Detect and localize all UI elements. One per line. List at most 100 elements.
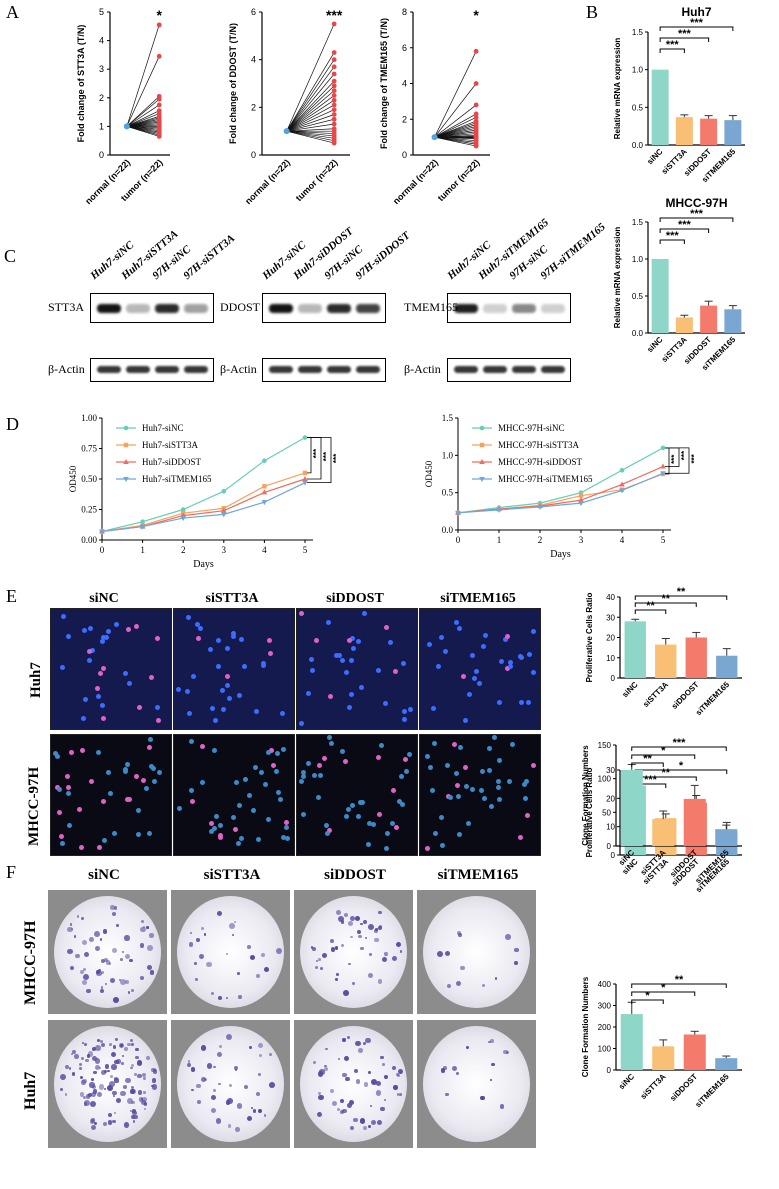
edu-nucleus xyxy=(57,786,63,792)
colony xyxy=(132,1120,136,1123)
colony xyxy=(200,926,204,930)
edu-nucleus xyxy=(343,670,349,676)
colony xyxy=(122,1085,127,1090)
a-pair-line xyxy=(434,113,477,138)
edu-nucleus xyxy=(367,820,373,826)
colony-column-label: siSTT3A xyxy=(203,867,261,883)
colony xyxy=(344,1076,350,1082)
colony xyxy=(218,1082,221,1086)
edu-nucleus xyxy=(432,831,438,837)
western-band xyxy=(184,304,208,313)
a-tumor-point xyxy=(473,102,479,108)
colony xyxy=(96,1038,101,1043)
edu-micrograph xyxy=(173,734,295,856)
colony xyxy=(210,1094,216,1100)
colony xyxy=(109,1075,113,1078)
edu-nucleus xyxy=(265,817,271,823)
colony xyxy=(96,969,101,974)
line-series-Huh7-siNC xyxy=(101,436,306,533)
bar-ylabel: Proliferative Cells Ratio xyxy=(585,767,594,857)
colony xyxy=(338,915,345,922)
colony xyxy=(102,929,108,934)
colony xyxy=(196,1083,201,1089)
colony xyxy=(377,979,383,984)
colony xyxy=(147,945,153,951)
colony xyxy=(268,1081,275,1088)
colony xyxy=(119,979,126,986)
a-pair-line xyxy=(286,114,335,132)
a-ytick-label: 8 xyxy=(402,7,407,17)
line-ytick-label: 0.5 xyxy=(442,488,454,498)
colony xyxy=(131,1100,135,1104)
colony-dish xyxy=(48,890,167,1014)
edu-nucleus xyxy=(66,791,72,797)
colony xyxy=(151,1078,157,1083)
line-point xyxy=(261,500,268,506)
a-pair-line xyxy=(434,83,477,138)
colony xyxy=(101,970,105,974)
edu-nucleus xyxy=(309,657,315,663)
colony xyxy=(331,1100,338,1107)
bar-siTMEM165 xyxy=(724,120,742,145)
western-band xyxy=(483,304,507,313)
line-xtick-label: 2 xyxy=(538,535,543,545)
colony xyxy=(78,1062,82,1066)
edu-nucleus xyxy=(259,770,265,776)
edu-nucleus xyxy=(230,630,236,636)
colony xyxy=(362,1042,366,1046)
colony xyxy=(81,939,87,945)
line-ytick-label: 0.00 xyxy=(81,535,97,545)
colony xyxy=(268,1052,272,1056)
edu-positive-cell xyxy=(504,633,510,639)
colony xyxy=(238,995,243,1000)
colony xyxy=(363,1082,369,1087)
western-actin-band xyxy=(269,366,293,373)
line-sig-label: *** xyxy=(680,450,689,460)
colony xyxy=(90,1077,95,1082)
edu-nucleus xyxy=(456,793,462,799)
edu-positive-cell xyxy=(79,844,84,850)
edu-nucleus xyxy=(212,825,218,831)
bar-ytick-label: 100 xyxy=(598,1045,612,1054)
western-actin-band xyxy=(97,366,121,373)
western-actin-band xyxy=(454,366,478,373)
western-loading-label: β-Actin xyxy=(48,362,85,376)
edu-positive-cell xyxy=(531,762,537,768)
colony xyxy=(229,1083,233,1087)
line-point xyxy=(496,507,502,513)
colony xyxy=(130,1089,135,1094)
colony xyxy=(133,1114,138,1120)
colony xyxy=(132,1109,136,1114)
edu-nucleus xyxy=(280,746,286,752)
a-normal-point xyxy=(123,123,130,130)
a-xtick-label: tumor (n=22) xyxy=(436,157,482,203)
line-series-MHCC-97H-siDDOST xyxy=(457,465,664,514)
edu-nucleus xyxy=(219,688,225,694)
colony xyxy=(69,923,73,926)
edu-positive-cell xyxy=(133,774,139,780)
edu-positive-cell xyxy=(100,716,106,722)
edu-nucleus xyxy=(231,814,237,820)
edu-nucleus xyxy=(100,635,106,641)
edu-nucleus xyxy=(324,830,330,836)
colony xyxy=(139,975,144,980)
bar-ytick-label: 0.5 xyxy=(632,292,644,301)
colony xyxy=(113,996,120,1003)
edu-positive-cell xyxy=(149,675,155,680)
colony xyxy=(121,1054,125,1058)
sig-label: *** xyxy=(644,774,658,786)
edu-nucleus xyxy=(251,807,257,813)
colony xyxy=(396,1092,400,1096)
a-pair-line xyxy=(286,59,335,132)
edu-nucleus xyxy=(300,811,306,817)
colony xyxy=(99,1066,102,1069)
line-point xyxy=(123,425,129,431)
colony xyxy=(124,954,130,960)
colony xyxy=(369,953,373,957)
edu-nucleus xyxy=(495,785,501,791)
line-point xyxy=(262,484,267,489)
a-tumor-point xyxy=(331,121,337,127)
edu-nucleus xyxy=(383,846,389,852)
colony xyxy=(107,1085,114,1092)
colony xyxy=(252,1109,257,1113)
